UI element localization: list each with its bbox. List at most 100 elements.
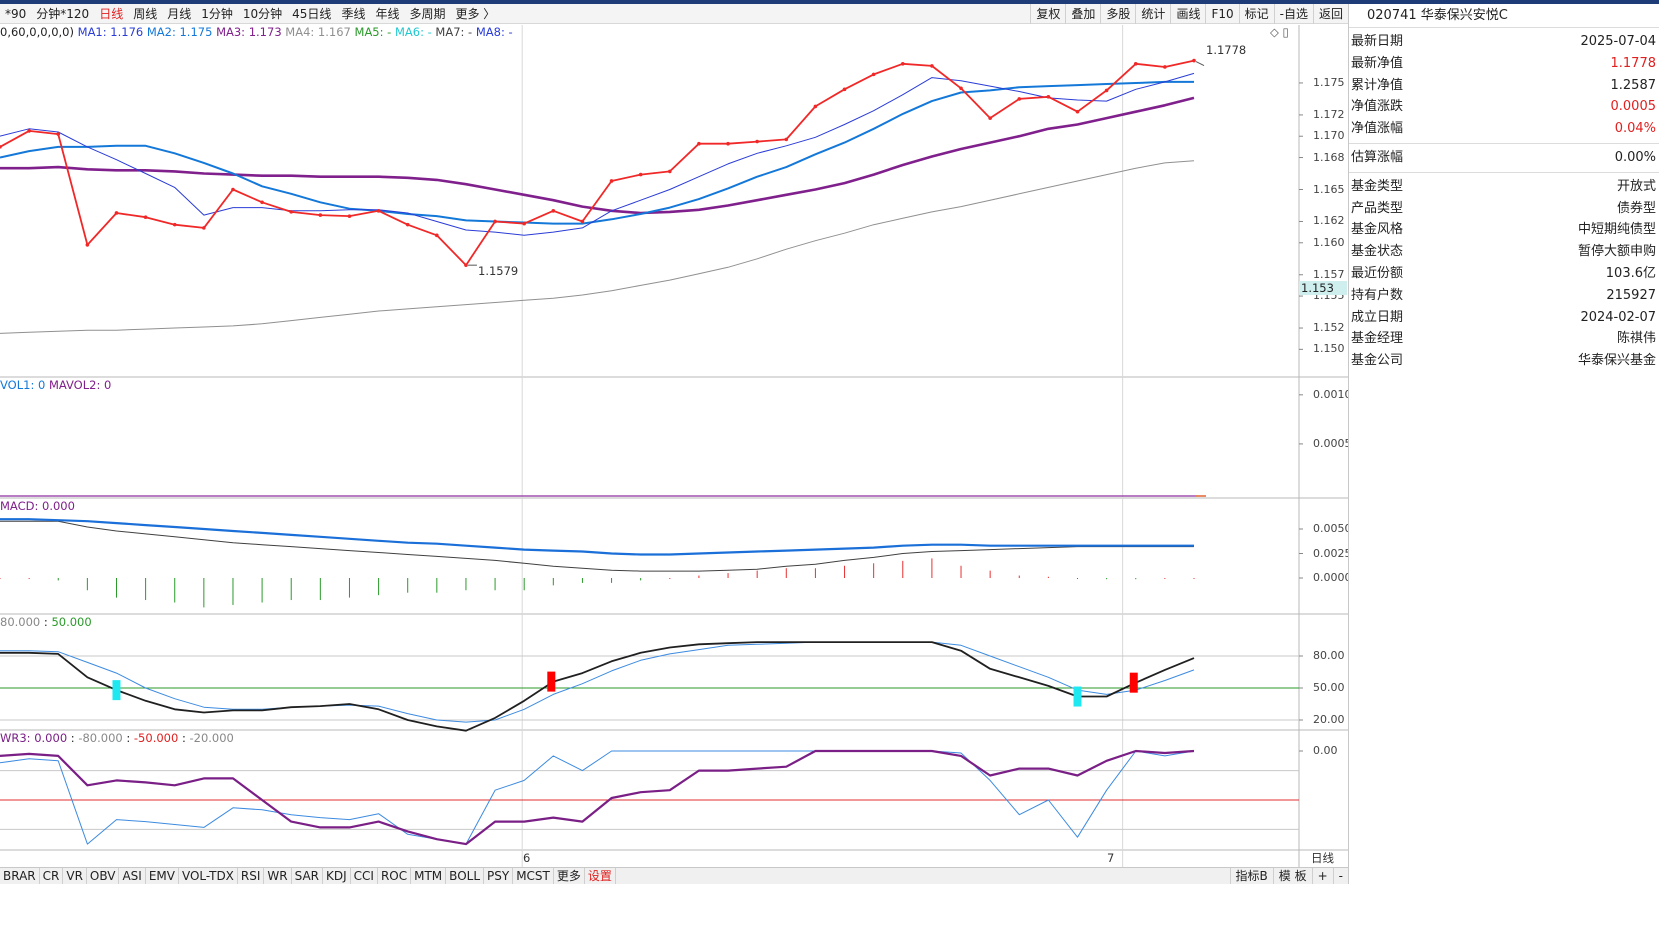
period-tab-10[interactable]: 多周期	[409, 7, 446, 21]
y-tick-label: 1.150	[1313, 342, 1345, 356]
kd-signal-marker	[112, 680, 121, 701]
fund-row-value: 开放式	[1616, 178, 1656, 194]
indicator-tab-16[interactable]: MCST	[513, 868, 554, 884]
y-tick-label: 1.170	[1313, 129, 1345, 143]
indicator-tab-12[interactable]: ROC	[378, 868, 412, 884]
close-point	[784, 137, 789, 142]
tool-button-2[interactable]: 多股	[1100, 4, 1135, 24]
indicator-tab-14[interactable]: BOLL	[446, 868, 485, 884]
indicator-tab-15[interactable]: PSY	[484, 868, 514, 884]
fund-row-key: 累计净值	[1351, 77, 1404, 93]
fund-row-key: 净值涨幅	[1351, 121, 1404, 137]
indicator-tab-9[interactable]: SAR	[292, 868, 323, 884]
fund-row: 基金状态 暂停大额申购	[1349, 241, 1659, 263]
indicator-tab-2[interactable]: VR	[63, 868, 87, 884]
tool-button-1[interactable]: 叠加	[1065, 4, 1100, 24]
y-tick-label: 1.165	[1313, 182, 1345, 196]
close-point	[871, 72, 876, 77]
indicator-tab-1[interactable]: CR	[40, 868, 64, 884]
high-price-label: 1.1778	[1206, 43, 1247, 57]
fund-row-key: 持有户数	[1351, 287, 1404, 303]
tool-button-5[interactable]: F10	[1205, 4, 1238, 24]
period-tab-0[interactable]: *90	[5, 7, 27, 21]
close-point	[842, 87, 847, 92]
fund-row-value: 2024-02-07	[1580, 309, 1656, 325]
indicator-tab-0[interactable]: BRAR	[0, 868, 40, 884]
period-tab-8[interactable]: 季线	[341, 7, 366, 21]
period-tab-5[interactable]: 1分钟	[201, 7, 233, 21]
tool-button-4[interactable]: 画线	[1170, 4, 1205, 24]
close-point	[172, 222, 177, 227]
fund-estimate-section: 估算涨幅 0.00%	[1349, 147, 1659, 169]
period-tab-9[interactable]: 年线	[375, 7, 400, 21]
tool-button-6[interactable]: 标记	[1238, 4, 1274, 24]
legend-ma6: MA6: -	[394, 25, 432, 39]
indicator-tab-10[interactable]: KDJ	[323, 868, 351, 884]
close-point	[114, 211, 119, 215]
period-tab-3[interactable]: 周线	[133, 7, 158, 21]
close-point	[930, 64, 934, 68]
close-point	[202, 226, 206, 230]
macd-legend: MACD: 0.000	[0, 499, 75, 513]
close-point	[668, 169, 672, 174]
fund-row: 净值涨跌 0.0005	[1349, 96, 1659, 118]
y-tick-label: 1.157	[1313, 267, 1345, 281]
fund-row: 持有户数 215927	[1349, 285, 1659, 307]
indicator-tab-6[interactable]: VOL-TDX	[179, 868, 238, 884]
indicator-tab-17[interactable]: 更多	[554, 868, 585, 884]
kd-k-line	[0, 641, 1195, 732]
indicator-tab-4[interactable]: ASI	[119, 868, 146, 884]
chart-toolbar: *90 分钟*120 日线 周线 月线 1分钟 10分钟 45日线 季线 年线 多周期 更多 〉 复权…	[0, 4, 1348, 24]
fund-row: 基金公司 华泰保兴基金	[1349, 350, 1659, 372]
fund-row-value: 暂停大额申购	[1577, 244, 1656, 260]
period-tab-11[interactable]: 更多 〉	[455, 7, 496, 21]
y-tick-label: 0.0010	[1313, 387, 1352, 401]
bottom-right-button-2[interactable]: +	[1311, 868, 1333, 884]
period-tab-7[interactable]: 45日线	[292, 7, 332, 21]
tool-button-0[interactable]: 复权	[1030, 4, 1065, 24]
close-point	[726, 141, 730, 146]
indicator-tab-13[interactable]: MTM	[411, 868, 447, 884]
fund-row: 产品类型 债券型	[1349, 198, 1659, 220]
indicator-tab-5[interactable]: EMV	[146, 868, 179, 884]
fund-row-value: 中短期纯债型	[1577, 222, 1656, 238]
indicator-tab-7[interactable]: RSI	[238, 868, 265, 884]
tool-buttons: 复权 叠加 多股 统计 画线 F10 标记 -自选 返回	[1030, 4, 1348, 24]
tool-button-8[interactable]: 返回	[1312, 4, 1348, 24]
fund-row-value: 103.6亿	[1605, 265, 1656, 281]
chart-area[interactable]: 0,60,0,0,0,0) MA1: 1.176 MA2: 1.175 MA3:…	[0, 25, 1352, 867]
close-point	[813, 104, 818, 109]
macd-dea-line	[0, 518, 1194, 556]
y-tick-label: 0.0000	[1313, 571, 1352, 584]
tool-button-3[interactable]: 统计	[1135, 4, 1170, 24]
legend-ma4: MA4: 1.167	[285, 25, 351, 39]
period-selector: *90 分钟*120 日线 周线 月线 1分钟 10分钟 45日线 季线 年线 多周期 更多 〉	[0, 6, 500, 22]
chart-corner-icons[interactable]: ◇ ▯	[1270, 25, 1289, 39]
indicator-tab-3[interactable]: OBV	[87, 868, 120, 884]
close-point	[0, 145, 2, 149]
main-legend: 0,60,0,0,0,0) MA1: 1.176 MA2: 1.175 MA3:…	[0, 25, 513, 39]
bottom-right-button-3[interactable]: -	[1332, 868, 1348, 884]
period-tab-4[interactable]: 月线	[167, 7, 192, 21]
period-tab-2[interactable]: 日线	[99, 7, 124, 21]
kd-d-line	[0, 641, 1195, 723]
close-line	[0, 59, 1195, 267]
indicator-tab-18[interactable]: 设置	[585, 868, 616, 884]
bottom-right-button-0[interactable]: 指标B	[1229, 868, 1273, 884]
y-tick-label: 80.00	[1313, 649, 1345, 662]
close-point	[988, 116, 992, 120]
close-point	[1017, 97, 1022, 101]
chart-canvas[interactable]	[0, 25, 1348, 867]
indicator-tab-8[interactable]: WR	[264, 868, 292, 884]
period-tab-6[interactable]: 10分钟	[242, 7, 283, 21]
period-tab-1[interactable]: 分钟*120	[36, 7, 90, 21]
indicator-tab-11[interactable]: CCI	[351, 868, 378, 884]
legend-ma2: MA2: 1.175	[146, 25, 213, 39]
close-point	[27, 129, 31, 133]
y-tick-label: 1.160	[1313, 235, 1345, 249]
tool-button-7[interactable]: -自选	[1273, 4, 1313, 24]
month-tick-6: 6	[523, 851, 531, 865]
y-tick-label: 50.00	[1313, 681, 1345, 694]
bottom-right-button-1[interactable]: 模 板	[1272, 868, 1312, 884]
fund-row-value: 华泰保兴基金	[1577, 353, 1656, 369]
